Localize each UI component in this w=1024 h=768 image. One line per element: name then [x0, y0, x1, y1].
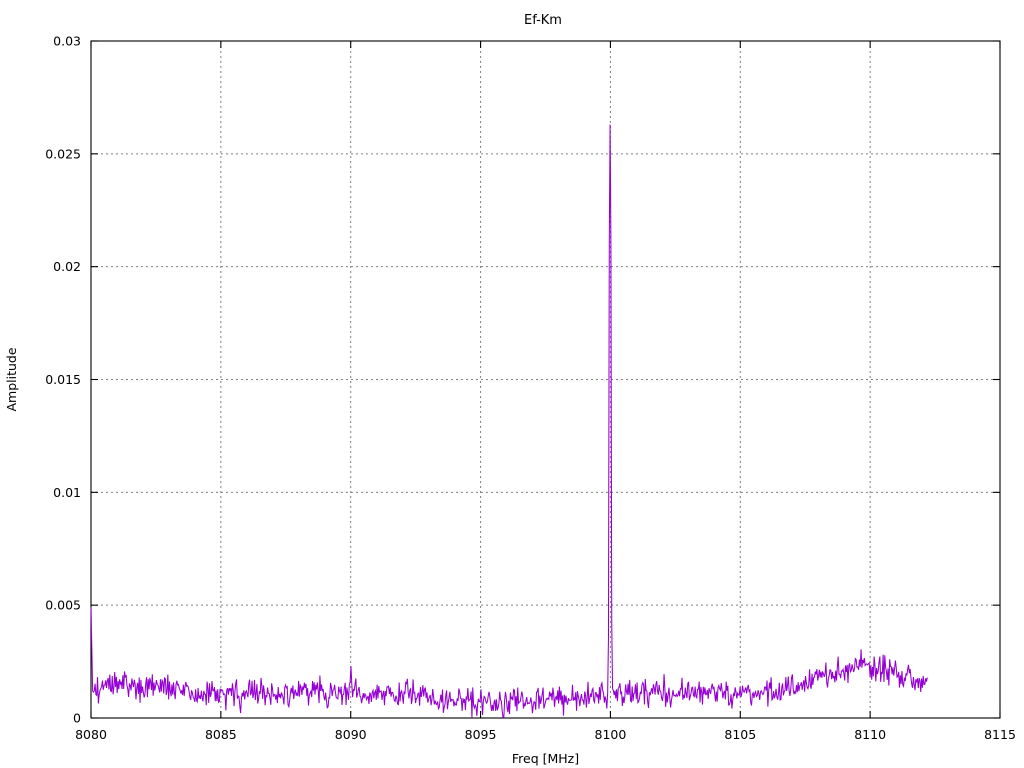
y-tick-label: 0: [73, 711, 81, 726]
grid-lines: [91, 41, 1000, 718]
y-tick-label: 0.01: [53, 485, 81, 500]
data-trace-series-0: [90, 124, 928, 719]
x-tick-label: 8085: [205, 727, 237, 742]
y-axis-label: Amplitude: [4, 347, 19, 411]
y-tick-label: 0.03: [53, 34, 81, 49]
y-tick-labels: 0 0.005 0.01 0.015 0.02 0.025 0.03: [45, 34, 81, 726]
x-tick-label: 8115: [984, 727, 1016, 742]
x-tick-label: 8105: [724, 727, 756, 742]
x-tick-label: 8095: [465, 727, 497, 742]
x-tick-label: 8090: [335, 727, 367, 742]
y-tick-label: 0.02: [53, 259, 81, 274]
x-tick-label: 8080: [75, 727, 107, 742]
x-axis-label: Freq [MHz]: [512, 751, 579, 766]
x-tick-label: 8100: [595, 727, 627, 742]
x-tick-labels: 8080 8085 8090 8095 8100 8105 8110 8115: [75, 727, 1016, 742]
y-tick-label: 0.025: [45, 146, 81, 161]
chart-title: Ef-Km: [524, 13, 562, 28]
y-tick-label: 0.015: [45, 372, 81, 387]
plot-frame: [90, 40, 1001, 719]
y-tick-label: 0.005: [45, 598, 81, 613]
x-tick-label: 8110: [854, 727, 886, 742]
